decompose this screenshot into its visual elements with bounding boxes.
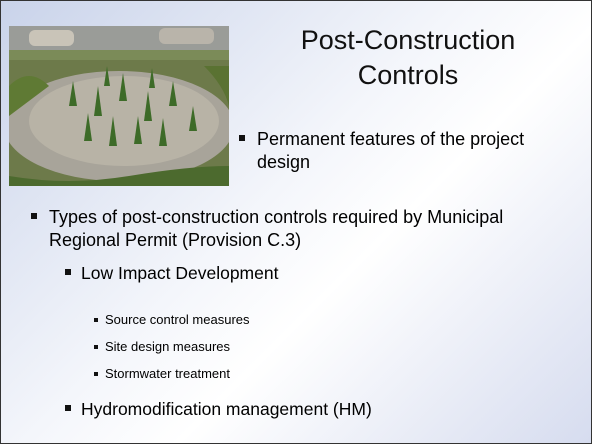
bullet-text: Hydromodification management (HM) — [81, 398, 372, 420]
bullet-text: Types of post-construction controls requ… — [49, 206, 571, 252]
slide: Post-Construction Controls Permanent fea… — [0, 0, 592, 444]
photo — [9, 26, 229, 186]
bullet-text: Site design measures — [105, 339, 230, 355]
sub-sub-bullet: Stormwater treatment — [94, 366, 230, 382]
bullet-text: Low Impact Development — [81, 262, 278, 284]
bullet: Types of post-construction controls requ… — [31, 206, 571, 252]
bullet-text: Stormwater treatment — [105, 366, 230, 382]
sub-bullet: Hydromodification management (HM) — [65, 398, 372, 420]
bullet-text: Source control measures — [105, 312, 250, 328]
sub-sub-bullet: Source control measures — [94, 312, 250, 328]
sub-bullet: Low Impact Development — [65, 262, 278, 284]
bullet-text: Permanent features of the project design — [257, 128, 569, 174]
sub-sub-bullet: Site design measures — [94, 339, 230, 355]
bullet: Permanent features of the project design — [239, 128, 569, 174]
slide-title: Post-Construction Controls — [263, 23, 553, 93]
